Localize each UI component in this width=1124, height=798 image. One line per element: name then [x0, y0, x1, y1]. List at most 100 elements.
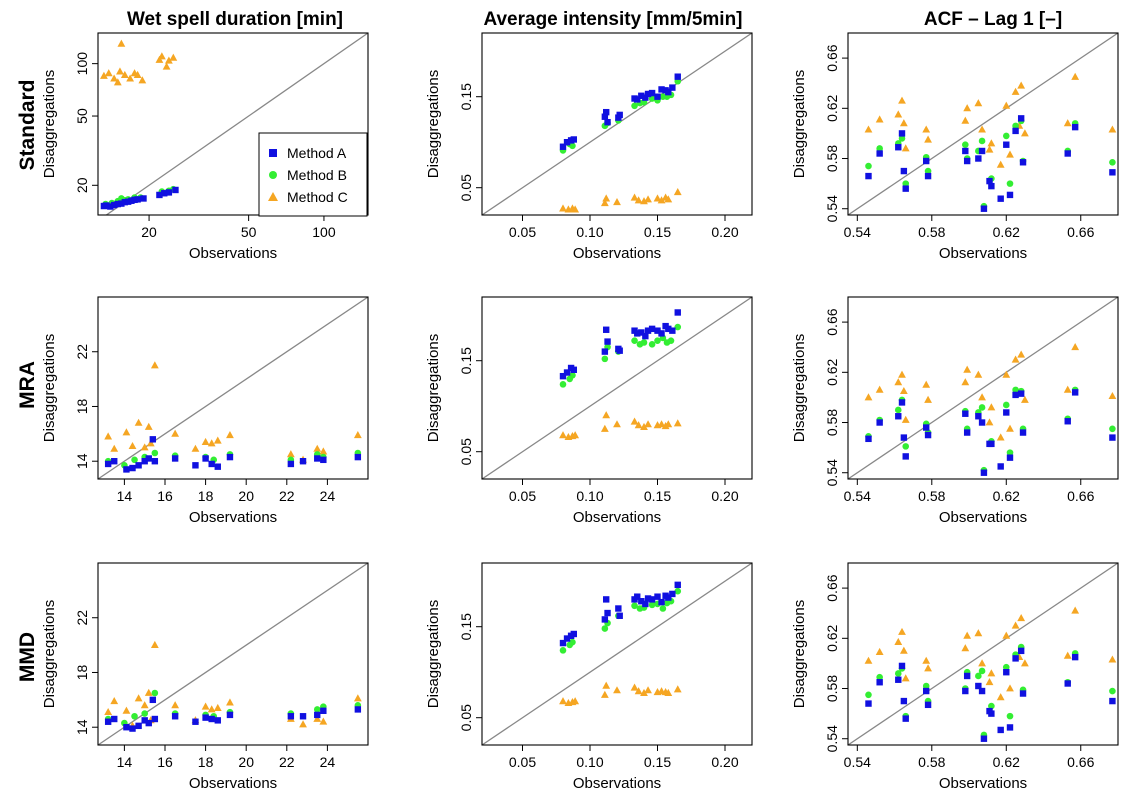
y-tick-label: 0.62 [824, 624, 840, 651]
point-method-a [145, 719, 152, 727]
series-method-a [559, 581, 681, 647]
one-to-one-line [482, 33, 752, 215]
one-to-one-line [482, 297, 752, 479]
x-tick-label: 0.20 [711, 224, 738, 240]
point-method-a [654, 593, 661, 600]
point-method-a [559, 143, 567, 150]
point-method-c [1017, 81, 1026, 89]
point-method-b [648, 601, 656, 609]
point-method-a [129, 464, 136, 472]
point-method-c [207, 439, 216, 447]
plot-frame [97, 296, 369, 480]
point-method-c [640, 422, 648, 431]
point-method-a [669, 590, 676, 598]
point-method-a [963, 429, 971, 436]
point-method-c [922, 380, 931, 388]
point-method-c [116, 67, 124, 75]
point-method-c [922, 656, 931, 664]
point-method-a [1006, 454, 1014, 461]
point-method-a [123, 466, 130, 473]
plot-frame [847, 562, 1119, 746]
point-method-a [615, 605, 622, 612]
point-method-a [134, 196, 141, 203]
y-tick-label: 0.54 [824, 725, 840, 752]
point-method-a [172, 186, 179, 194]
point-method-a [644, 90, 652, 98]
point-method-a [601, 113, 609, 120]
point-method-a [674, 73, 681, 80]
point-method-c [630, 683, 639, 691]
y-tick-label: 0.58 [824, 145, 840, 172]
point-method-b [151, 449, 159, 457]
panel-standard-1: 0.05 0.10 0.15 0.20 0.05 0.15 Observations Disa… [425, 32, 753, 262]
series-method-c [864, 343, 1117, 441]
point-method-a [1019, 690, 1027, 697]
point-method-a [570, 136, 577, 143]
point-method-c [613, 198, 621, 206]
point-method-c [644, 420, 652, 428]
point-method-a [604, 338, 611, 345]
point-method-c [961, 644, 970, 652]
point-method-a [559, 639, 567, 647]
point-method-a [563, 635, 571, 642]
x-tick-label: 20 [238, 754, 254, 770]
point-method-a [161, 190, 168, 197]
point-method-a [665, 594, 672, 601]
point-method-c [559, 431, 567, 439]
y-tick-label: 0.62 [824, 358, 840, 385]
point-method-b [1006, 180, 1014, 187]
point-method-c [122, 428, 131, 436]
point-method-c [898, 370, 906, 378]
series-method-b [559, 587, 682, 654]
legend: Method A Method B Method C [258, 132, 368, 217]
y-tick-label: 0.58 [824, 409, 840, 436]
point-method-a [1012, 391, 1019, 399]
point-method-a [658, 86, 665, 93]
point-method-a [902, 185, 909, 192]
one-to-one-line [482, 563, 752, 745]
point-method-a [898, 662, 906, 670]
point-method-c [996, 433, 1005, 441]
point-method-b [975, 672, 982, 680]
point-method-c [978, 125, 986, 133]
point-method-a [638, 92, 645, 99]
point-method-c [985, 145, 994, 153]
legend-box [258, 132, 368, 217]
point-method-a [980, 205, 988, 212]
point-method-a [151, 715, 159, 723]
point-method-c [640, 688, 648, 697]
point-method-a [603, 596, 610, 603]
point-method-a [1006, 724, 1014, 731]
point-method-c [133, 70, 142, 78]
x-tick-label: 18 [198, 488, 214, 504]
point-method-a [135, 722, 142, 730]
point-method-c [987, 403, 996, 411]
x-tick-label: 0.54 [844, 224, 871, 240]
point-method-a [559, 372, 567, 380]
point-method-c [1017, 350, 1026, 358]
point-method-c [673, 685, 682, 693]
point-method-b [569, 371, 576, 379]
point-method-a [1003, 409, 1010, 416]
point-method-c [104, 69, 113, 77]
point-method-a [876, 419, 883, 426]
y-tick-label: 22 [74, 610, 90, 626]
point-method-a [997, 726, 1004, 734]
point-method-c [963, 631, 972, 639]
plot-frame [97, 562, 369, 746]
point-method-b [898, 135, 906, 142]
point-method-c [901, 674, 910, 682]
point-method-c [894, 378, 903, 386]
point-method-c [673, 188, 682, 196]
point-method-c [559, 204, 567, 212]
point-method-a [208, 460, 215, 468]
point-method-a [616, 111, 623, 119]
point-method-c [657, 196, 666, 204]
point-method-a [642, 94, 649, 101]
point-method-c [110, 444, 119, 452]
point-method-b [631, 102, 638, 110]
point-method-a [320, 707, 327, 714]
point-method-c [1071, 606, 1080, 614]
point-method-c [864, 125, 873, 133]
